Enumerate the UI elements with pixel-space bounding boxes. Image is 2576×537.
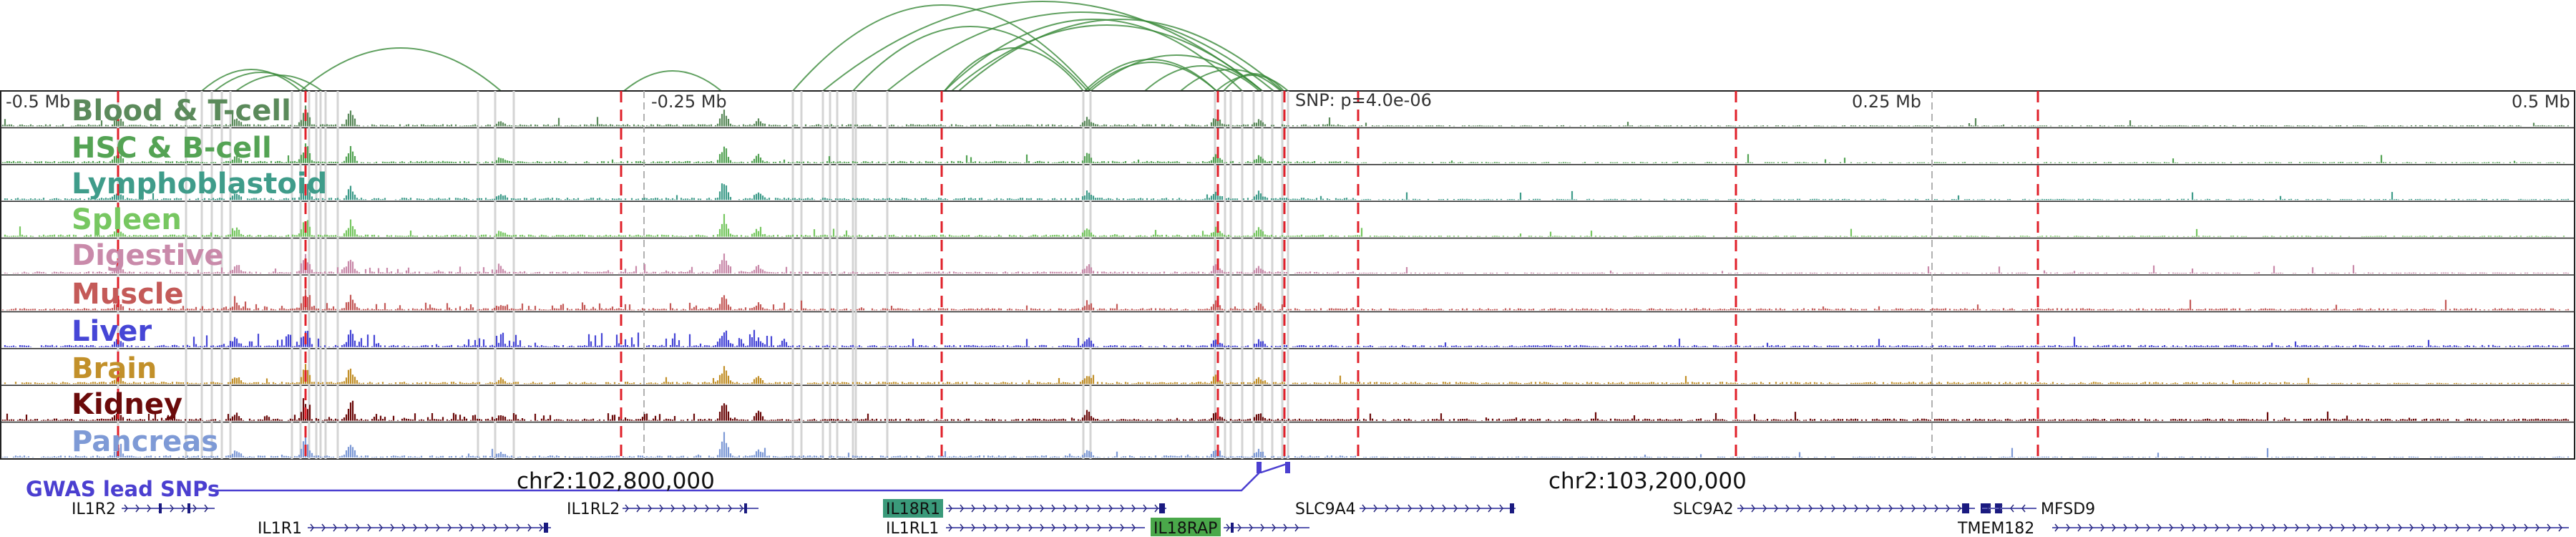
gwas-snp-marker[interactable] (1257, 462, 1262, 473)
interaction-arc (1144, 65, 1260, 92)
interaction-arc (1087, 62, 1217, 92)
gene-label-il1r1[interactable]: IL1R1 (258, 520, 302, 537)
gene-label-slc9a2[interactable]: SLC9A2 (1673, 500, 1734, 518)
axis-label-minus-0-25mb: -0.25 Mb (651, 92, 727, 112)
interaction-arc (822, 1, 1263, 92)
track-label-spleen: Spleen (72, 203, 182, 236)
interaction-arc (852, 26, 1088, 92)
signal-track-2 (4, 183, 2570, 200)
gene-label-slc9a4[interactable]: SLC9A4 (1295, 500, 1356, 518)
track-label-liver: Liver (72, 315, 152, 348)
track-label-pancreas: Pancreas (72, 425, 218, 458)
coordinate-right: chr2:103,200,000 (1548, 468, 1747, 494)
gwas-label: GWAS lead SNPs (26, 477, 220, 501)
interaction-arc (951, 24, 1263, 92)
interaction-arcs (201, 1, 1289, 92)
interaction-arc (235, 74, 323, 92)
gene-label-mfsd9[interactable]: MFSD9 (2041, 500, 2095, 518)
gene-highlight-il18r1 (883, 499, 943, 518)
snp-label: SNP: p=4.0e-06 (1295, 90, 1432, 110)
interaction-arc (300, 47, 502, 92)
signal-track-7 (4, 364, 2570, 384)
interaction-arc (1223, 73, 1284, 92)
gene-strand-arrows (625, 504, 743, 513)
interaction-arc (214, 72, 308, 92)
signal-track-8 (1, 398, 2570, 421)
gene-label-tmem182[interactable]: TMEM182 (1957, 520, 2034, 537)
track-label-hsc-b-cell: HSC & B-cell (72, 132, 272, 165)
gene-strand-arrows (1362, 504, 1503, 513)
gene-exon (1231, 523, 1234, 533)
interaction-arc (1090, 54, 1263, 92)
gene-strand-arrows (2054, 523, 2562, 532)
track-label-brain: Brain (72, 352, 157, 385)
interaction-arc (944, 19, 1243, 92)
gwas-marker-lines (117, 91, 2039, 459)
interaction-arc (1180, 69, 1282, 92)
gene-strand-arrows (1740, 504, 1961, 513)
gene-strand-arrows (948, 504, 1158, 513)
track-label-kidney: Kidney (72, 388, 182, 421)
signal-track-6 (4, 329, 2570, 347)
gene-strand-arrows (948, 523, 1136, 532)
coordinate-left: chr2:102,800,000 (517, 468, 715, 494)
gene-annotation-track: IL1R2 IL1R1 IL1RL2 IL18R1 IL1RL1 IL18RAP… (72, 499, 2569, 537)
gwas-lead-snps: GWAS lead SNPs (26, 462, 1290, 501)
signal-track-9 (1, 432, 2570, 458)
gene-label-il1rl1[interactable]: IL1RL1 (886, 520, 939, 537)
gwas-connector-line-2 (1260, 463, 1287, 474)
signal-track-3 (4, 213, 2565, 237)
interaction-arc (623, 70, 722, 92)
interaction-arc (958, 19, 1283, 92)
gene-bodies (122, 503, 2569, 533)
gene-label-il1rl2[interactable]: IL1RL2 (567, 500, 620, 518)
signal-track-0 (1, 105, 2570, 127)
gene-exon (1962, 503, 1969, 513)
axis-label-0-25mb: 0.25 Mb (1852, 92, 1921, 112)
interaction-arc (792, 4, 1091, 92)
track-label-lymphoblastoid: Lymphoblastoid (72, 168, 327, 200)
gwas-connector-line (215, 462, 1262, 492)
gene-exon (1510, 503, 1514, 513)
track-label-digestive: Digestive (72, 239, 224, 272)
gene-highlight-il18rap (1151, 518, 1221, 536)
gene-exon (1159, 503, 1165, 513)
gene-strand-arrows (1226, 523, 1299, 532)
signal-track-5 (1, 289, 2570, 311)
gene-exon (744, 503, 747, 513)
track-labels: Blood & T-cell HSC & B-cell Lymphoblasto… (72, 95, 327, 458)
signal-track-4 (4, 253, 2570, 274)
gene-strand-arrows (310, 523, 543, 532)
gwas-snp-marker[interactable] (1285, 462, 1290, 473)
axis-label-0-5mb: 0.5 Mb (2512, 92, 2570, 112)
gene-exon (544, 523, 548, 533)
track-label-blood-t-cell: Blood & T-cell (72, 95, 291, 127)
gene-exon (187, 503, 190, 513)
gene-strand-arrows (1987, 504, 2026, 513)
gene-exon (159, 503, 162, 513)
interaction-arc (1216, 74, 1289, 92)
track-label-muscle: Muscle (72, 278, 184, 311)
interaction-arc (1084, 59, 1217, 92)
interaction-arc (944, 47, 1084, 92)
interaction-arc (201, 69, 301, 92)
gene-label-il18r1[interactable]: IL18R1 (886, 500, 940, 518)
gene-label-il1r2[interactable]: IL1R2 (72, 500, 116, 518)
signal-track-1 (1, 143, 2565, 163)
signal-tracks (1, 105, 2570, 458)
gene-label-il18rap[interactable]: IL18RAP (1153, 520, 1217, 537)
interaction-arc (887, 11, 1274, 92)
axis-label-minus-0-5mb: -0.5 Mb (6, 92, 70, 112)
